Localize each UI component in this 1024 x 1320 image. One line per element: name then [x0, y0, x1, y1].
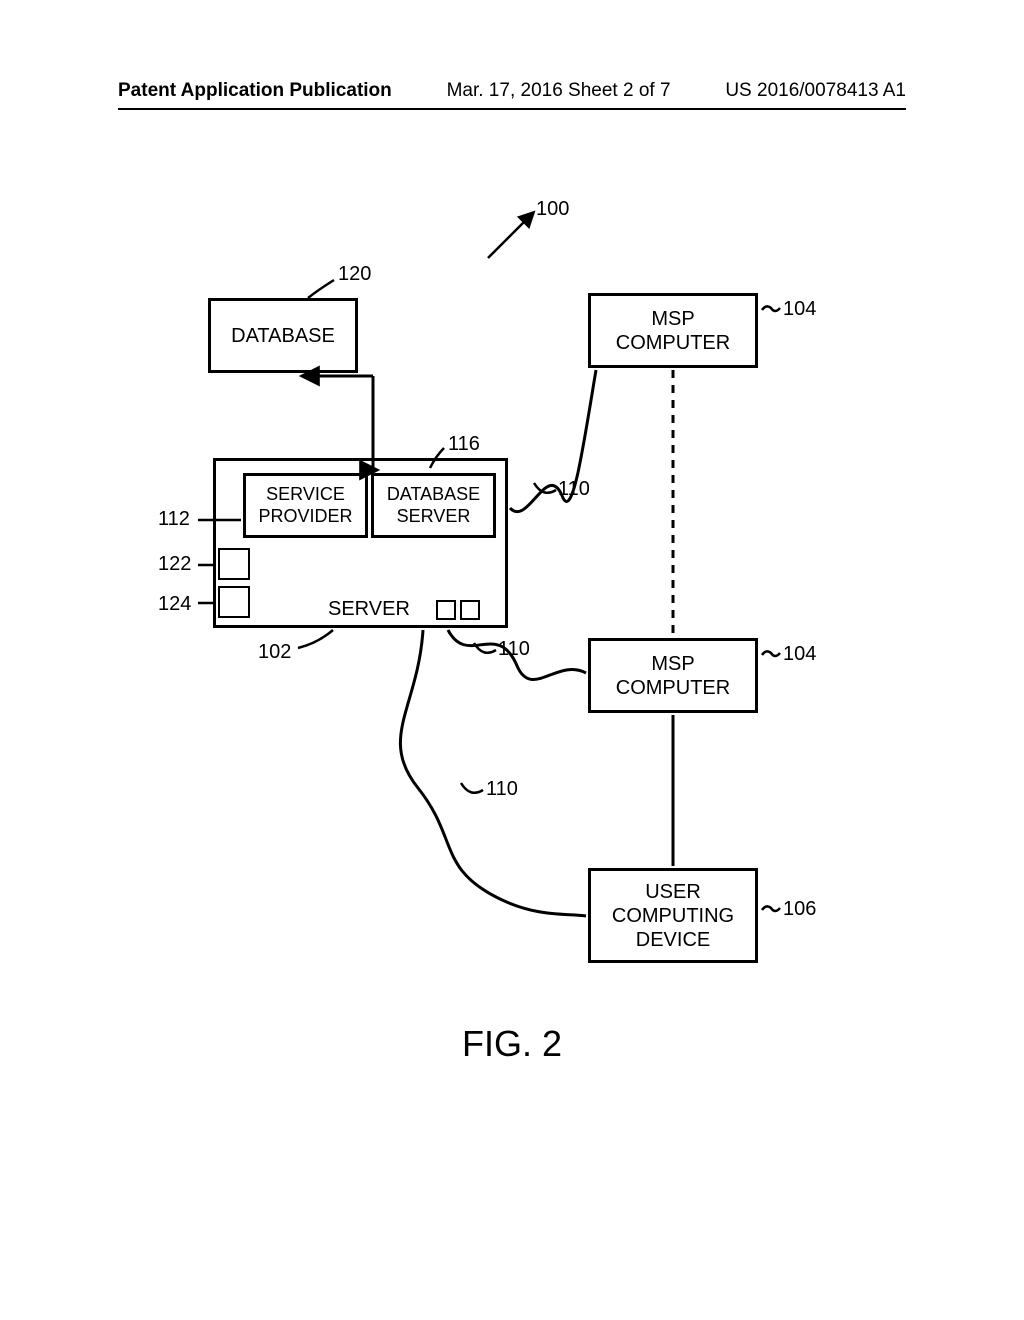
header-right: US 2016/0078413 A1 [725, 80, 906, 102]
page-header: Patent Application Publication Mar. 17, … [0, 80, 1024, 102]
header-rule [118, 108, 906, 110]
figure-caption: FIG. 2 [0, 1023, 1024, 1065]
header-center: Mar. 17, 2016 Sheet 2 of 7 [447, 80, 671, 102]
header-left: Patent Application Publication [118, 80, 392, 102]
figure-diagram: DATABASE MSP COMPUTER SERVICE PROVIDER D… [118, 198, 906, 1018]
connector-overlay [118, 198, 906, 1018]
